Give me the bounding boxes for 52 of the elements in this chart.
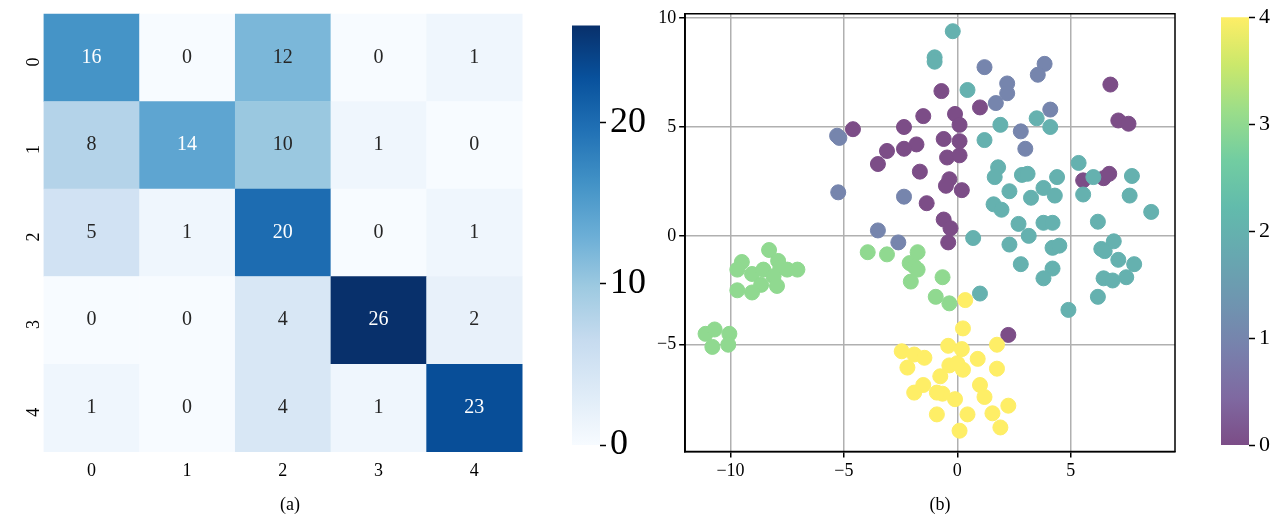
- data-label: 1: [373, 132, 384, 155]
- data-label: 0: [373, 44, 384, 67]
- data-label: 4: [277, 394, 288, 417]
- data-label: 12: [272, 44, 293, 67]
- data-label: 1: [86, 394, 97, 417]
- y-tick-label: 4: [23, 407, 44, 417]
- data-label: 0: [469, 132, 480, 155]
- data-label: 4: [277, 307, 288, 330]
- data-label: 1: [469, 219, 480, 242]
- data-label: 20: [272, 219, 293, 242]
- x-tick-label: 4: [469, 459, 479, 480]
- x-tick-label: −5: [834, 459, 854, 480]
- color-bar-label: 10: [610, 261, 646, 302]
- y-tick-label: −5: [657, 333, 677, 354]
- data-label: 0: [182, 394, 193, 417]
- text: (b): [928, 494, 952, 515]
- data-label: 1: [469, 44, 480, 67]
- y-tick-label: 0: [23, 57, 44, 67]
- y-tick-label: 5: [667, 115, 677, 136]
- color-bar-label: 20: [610, 99, 646, 140]
- y-tick-label: 2: [23, 232, 44, 242]
- color-bar-label: 4: [1259, 2, 1270, 28]
- data-label: 26: [368, 307, 389, 330]
- color-bar-label: 3: [1259, 109, 1270, 135]
- color-bar-label: 2: [1259, 216, 1270, 242]
- y-tick-label: 3: [23, 320, 44, 330]
- data-label: 1: [182, 219, 193, 242]
- y-tick-label: 0: [667, 224, 677, 245]
- x-tick-label: 0: [952, 459, 962, 480]
- data-label: 0: [182, 44, 193, 67]
- data-label: 23: [464, 394, 485, 417]
- y-tick-label: 10: [658, 6, 677, 27]
- color-bar-label: 0: [1259, 430, 1270, 456]
- data-label: 14: [177, 132, 198, 155]
- data-label: 0: [86, 307, 97, 330]
- data-label: 8: [86, 132, 97, 155]
- x-tick-label: −10: [716, 459, 745, 480]
- data-label: 2: [469, 307, 480, 330]
- text: (a): [279, 494, 301, 515]
- data-label: 5: [86, 219, 97, 242]
- color-bar-label: 1: [1259, 323, 1270, 349]
- data-label: 0: [373, 219, 384, 242]
- data-label: 10: [272, 132, 293, 155]
- x-tick-label: 5: [1066, 459, 1076, 480]
- x-tick-label: 0: [86, 459, 96, 480]
- data-label: 0: [182, 307, 193, 330]
- x-tick-label: 2: [278, 459, 288, 480]
- y-tick-label: 1: [23, 145, 44, 155]
- x-tick-label: 3: [373, 459, 383, 480]
- data-label: 16: [81, 44, 102, 67]
- x-tick-label: 1: [182, 459, 192, 480]
- data-label: 1: [373, 394, 384, 417]
